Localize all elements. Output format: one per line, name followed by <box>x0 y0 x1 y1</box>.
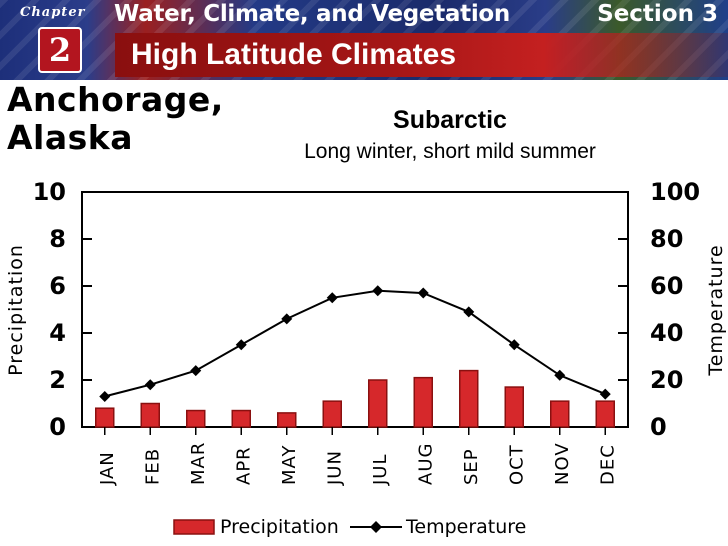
temperature-point <box>463 306 475 318</box>
legend-precipitation-label: Precipitation <box>220 516 339 538</box>
temperature-point <box>508 339 520 351</box>
chapter-word: Chapter <box>20 5 86 20</box>
month-label: OCT <box>506 444 527 485</box>
right-tick-label: 20 <box>650 366 683 394</box>
temperature-point <box>554 369 566 381</box>
temperature-point <box>599 388 611 400</box>
section-label: Section 3 <box>597 1 718 27</box>
right-tick-label: 0 <box>650 413 667 441</box>
temperature-point <box>281 313 293 325</box>
right-tick-label: 100 <box>650 178 700 206</box>
precipitation-bar <box>595 400 615 428</box>
series-title: Water, Climate, and Vegetation <box>114 1 510 27</box>
precipitation-bar <box>95 407 115 428</box>
state-name: Alaska <box>7 118 133 157</box>
chapter-number: 2 <box>48 31 72 69</box>
precipitation-bar <box>368 379 388 428</box>
month-label: AUG <box>415 443 436 485</box>
legend-temperature-label: Temperature <box>405 516 526 538</box>
climate-description: Long winter, short mild summer <box>304 140 596 163</box>
city-name: Anchorage, <box>7 80 224 119</box>
precipitation-bar <box>322 400 342 428</box>
temperature-point <box>190 365 202 377</box>
month-label: NOV <box>552 442 573 485</box>
chapter-number-box: 2 <box>38 27 82 73</box>
temperature-point <box>417 287 429 299</box>
month-label: APR <box>233 446 254 485</box>
precipitation-bar <box>550 400 570 428</box>
left-tick-label: 4 <box>49 319 66 347</box>
temperature-point <box>99 390 111 402</box>
month-label: JUL <box>370 453 391 486</box>
plot-frame <box>81 191 629 428</box>
y-axis-right-label: Temperature <box>705 244 727 376</box>
precipitation-bar <box>504 386 524 428</box>
temperature-point <box>144 379 156 391</box>
precipitation-bar <box>277 412 297 428</box>
legend-temperature-marker <box>370 521 382 533</box>
chapter-badge: Chapter 2 <box>8 2 86 73</box>
right-tick-label: 80 <box>650 225 683 253</box>
title-bar <box>115 33 728 77</box>
left-tick-label: 2 <box>49 366 66 394</box>
climate-type: Subarctic <box>393 106 507 134</box>
precipitation-bar <box>459 369 479 428</box>
month-label: JAN <box>97 451 118 486</box>
precipitation-bar <box>231 409 251 428</box>
left-tick-label: 0 <box>49 413 66 441</box>
temperature-point <box>235 339 247 351</box>
left-tick-label: 8 <box>49 225 66 253</box>
temperature-point <box>326 292 338 304</box>
precipitation-bar <box>186 409 206 428</box>
precipitation-bar <box>413 376 433 428</box>
right-tick-label: 60 <box>650 272 683 300</box>
temperature-point <box>372 285 384 297</box>
month-label: MAR <box>188 442 209 485</box>
chapter-header: Chapter 2 Water, Climate, and Vegetation… <box>0 0 728 80</box>
page-title: High Latitude Climates <box>131 38 457 71</box>
month-label: DEC <box>597 444 618 485</box>
legend-precipitation-swatch <box>173 519 215 535</box>
left-tick-label: 10 <box>33 178 66 206</box>
month-label: MAY <box>279 445 300 485</box>
left-tick-label: 6 <box>49 272 66 300</box>
temperature-line <box>104 289 606 398</box>
month-label: FEB <box>142 448 163 485</box>
month-label: SEP <box>461 448 482 485</box>
precipitation-bar <box>140 402 160 428</box>
y-axis-left-label: Precipitation <box>5 244 27 376</box>
month-label: JUN <box>324 450 345 486</box>
right-tick-label: 40 <box>650 319 683 347</box>
